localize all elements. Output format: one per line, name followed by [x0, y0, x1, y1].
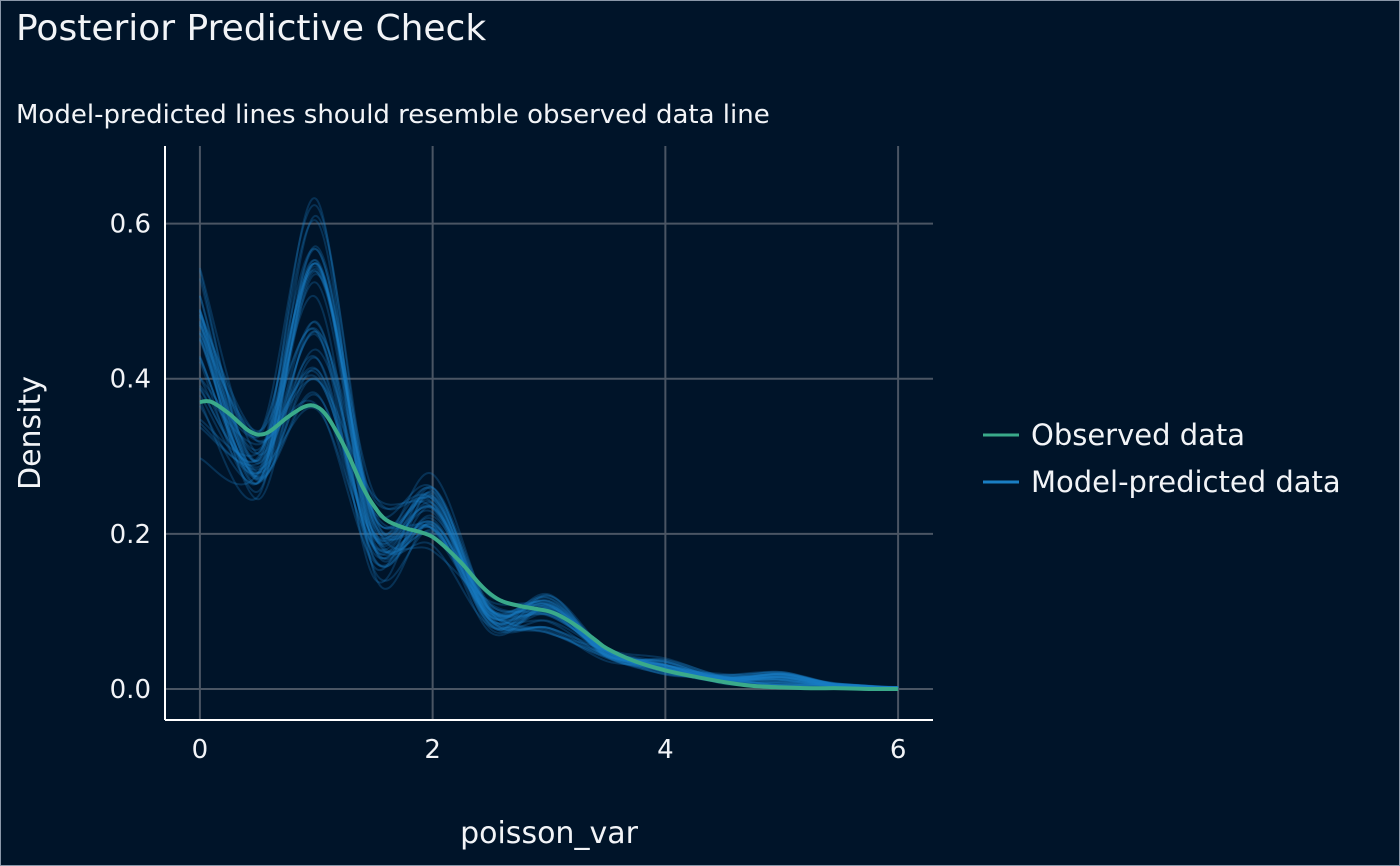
predicted-draw-line [198, 309, 899, 689]
legend-predicted-label: Model-predicted data [1031, 465, 1341, 499]
predicted-draw-line [198, 320, 899, 689]
predicted-draw-line [199, 355, 899, 691]
observed-data-line [199, 399, 899, 692]
predicted-draw-line [199, 377, 899, 690]
y-tick-label-1: 0.2 [110, 520, 151, 550]
predicted-draw-line [198, 321, 899, 689]
legend: Observed data Model-predicted data [983, 418, 1341, 499]
predicted-draw-line [198, 248, 899, 690]
predicted-draw-line [198, 259, 899, 690]
x-tick-label-3: 6 [890, 735, 907, 765]
axes [164, 146, 933, 721]
chart-subtitle: Model-predicted lines should resemble ob… [16, 100, 770, 130]
predicted-draw-line [198, 267, 899, 690]
predicted-draw-line [199, 327, 899, 689]
y-axis-ticks: 0.0 0.2 0.4 0.6 [110, 210, 151, 705]
predicted-draw-line [198, 259, 899, 689]
predicted-draw-line [198, 339, 899, 690]
predicted-draw-line [198, 265, 899, 689]
predicted-draw-line [199, 269, 899, 689]
predicted-draw-line [199, 406, 899, 689]
predicted-draw-line [198, 270, 899, 690]
predicted-draw-line [198, 320, 899, 690]
y-axis-title: Density [13, 376, 48, 490]
chart-title: Posterior Predictive Check [16, 8, 487, 49]
predicted-draw-line [199, 378, 899, 690]
predicted-draw-line [198, 204, 899, 690]
predicted-draw-line [199, 348, 899, 690]
predicted-draw-line [199, 327, 899, 689]
legend-observed-label: Observed data [1031, 418, 1245, 452]
predicted-draw-line [198, 267, 899, 689]
x-axis-ticks: 0 2 4 6 [192, 735, 907, 765]
predicted-draw-line [199, 263, 899, 690]
predicted-series-group [198, 197, 899, 691]
observed-series-group [199, 399, 899, 692]
predicted-draw-line [199, 366, 899, 689]
x-tick-label-1: 2 [424, 735, 441, 765]
x-tick-label-2: 4 [657, 735, 674, 765]
predicted-draw-line [199, 330, 899, 689]
predicted-draw-line [199, 262, 899, 690]
y-tick-label-3: 0.6 [110, 210, 151, 240]
predicted-draw-line [199, 294, 899, 689]
predicted-draw-line [198, 248, 899, 690]
predicted-draw-line [198, 214, 899, 689]
y-tick-label-0: 0.0 [110, 675, 151, 705]
gridlines [165, 146, 933, 720]
y-tick-label-2: 0.4 [110, 365, 151, 395]
predicted-draw-line [198, 262, 899, 690]
predicted-draw-line [198, 330, 899, 690]
predicted-draw-line [199, 262, 899, 690]
predicted-draw-line [199, 357, 899, 689]
x-axis-title: poisson_var [460, 816, 638, 851]
predicted-draw-line [198, 310, 899, 689]
x-tick-label-0: 0 [192, 735, 209, 765]
predicted-draw-line [198, 245, 899, 690]
predicted-draw-line [198, 313, 899, 690]
